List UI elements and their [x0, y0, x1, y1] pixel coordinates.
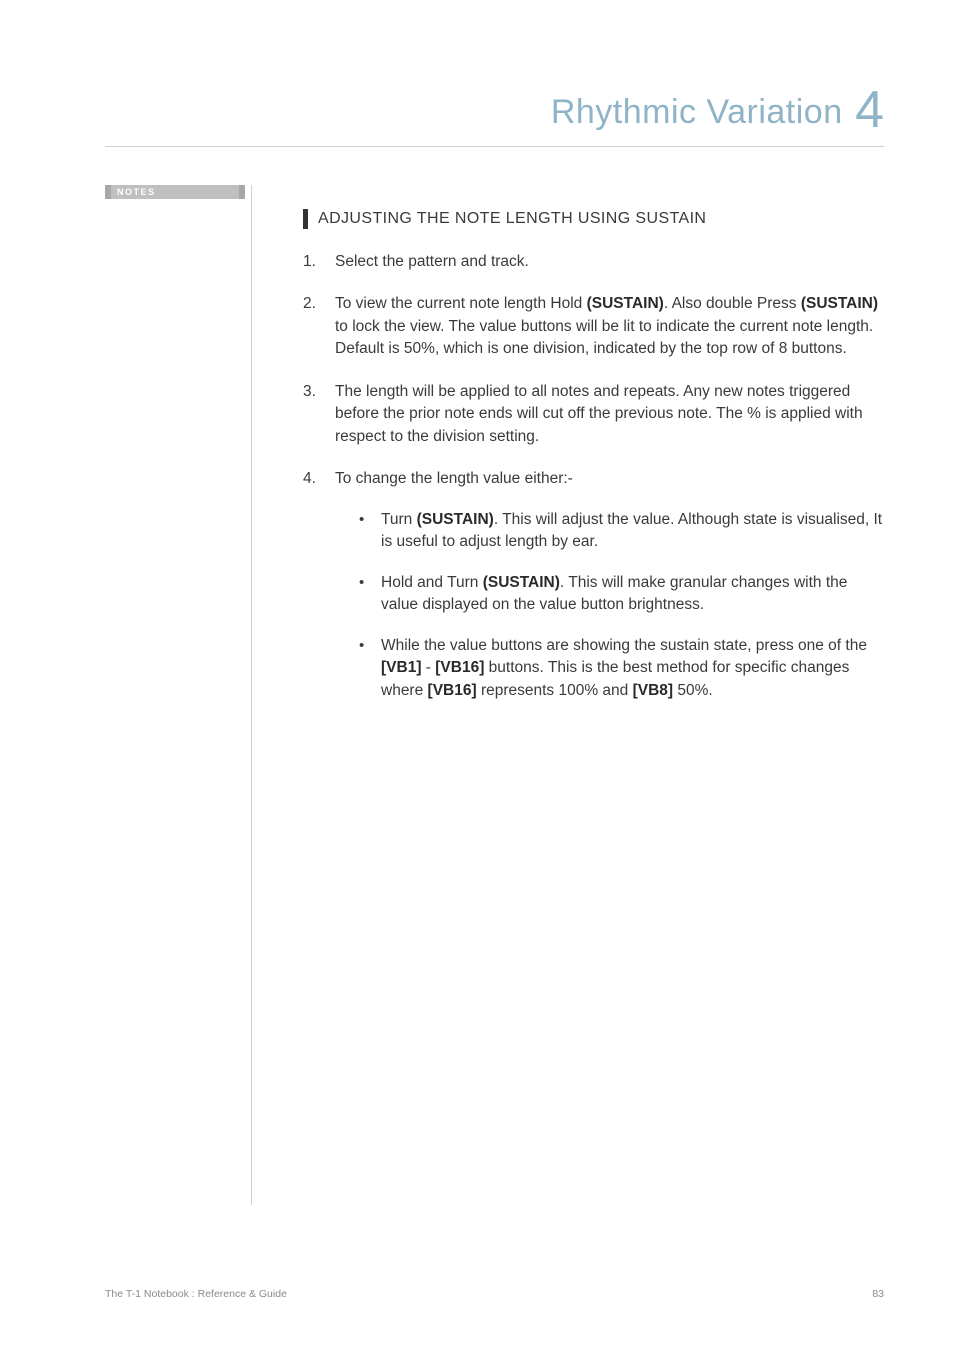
section-heading: ADJUSTING THE NOTE LENGTH USING SUSTAIN — [303, 209, 884, 229]
step-1-text: Select the pattern and track. — [335, 253, 529, 270]
chapter-title: Rhythmic Variation — [551, 93, 843, 132]
main-content: ADJUSTING THE NOTE LENGTH USING SUSTAIN … — [275, 185, 884, 1205]
notes-sidebar: NOTES — [105, 185, 275, 1205]
step-4-sub-1: Turn (SUSTAIN). This will adjust the val… — [359, 509, 884, 554]
chapter-number: 4 — [855, 84, 884, 136]
step-2-a: To view the current note length Hold — [335, 295, 587, 312]
footer-left: The T-1 Notebook : Reference & Guide — [105, 1288, 287, 1300]
s4-3-c: - — [421, 659, 435, 676]
sustain-label: (SUSTAIN) — [587, 295, 664, 312]
s4-3-g: represents 100% and — [477, 682, 633, 699]
s4-1-a: Turn — [381, 511, 417, 528]
step-1: Select the pattern and track. — [303, 251, 884, 273]
page-number: 83 — [872, 1288, 884, 1300]
section-heading-text: ADJUSTING THE NOTE LENGTH USING SUSTAIN — [318, 210, 706, 228]
page-header: Rhythmic Variation 4 — [105, 80, 884, 147]
steps-list: Select the pattern and track. To view th… — [303, 251, 884, 702]
sustain-label: (SUSTAIN) — [483, 574, 560, 591]
heading-bar-icon — [303, 209, 308, 229]
vb16-label: [VB16] — [435, 659, 484, 676]
step-2: To view the current note length Hold (SU… — [303, 293, 884, 360]
step-2-c: . Also double Press — [664, 295, 801, 312]
vb16-label: [VB16] — [428, 682, 477, 699]
sustain-label: (SUSTAIN) — [417, 511, 494, 528]
notes-tab: NOTES — [105, 185, 245, 199]
vb1-label: [VB1] — [381, 659, 421, 676]
vb8-label: [VB8] — [633, 682, 673, 699]
step-3: The length will be applied to all notes … — [303, 381, 884, 448]
sustain-label: (SUSTAIN) — [801, 295, 878, 312]
step-4-text: To change the length value either:- — [335, 470, 573, 487]
vertical-divider — [251, 185, 252, 1205]
s4-3-i: 50%. — [673, 682, 713, 699]
step-4-sub-3: While the value buttons are showing the … — [359, 635, 884, 702]
step-4: To change the length value either:- Turn… — [303, 468, 884, 702]
step-4-sub-2: Hold and Turn (SUSTAIN). This will make … — [359, 572, 884, 617]
step-4-sublist: Turn (SUSTAIN). This will adjust the val… — [335, 509, 884, 702]
page-footer: The T-1 Notebook : Reference & Guide 83 — [105, 1288, 884, 1300]
s4-3-a: While the value buttons are showing the … — [381, 637, 867, 654]
s4-2-a: Hold and Turn — [381, 574, 483, 591]
step-2-e: to lock the view. The value buttons will… — [335, 318, 873, 357]
step-3-text: The length will be applied to all notes … — [335, 383, 863, 445]
